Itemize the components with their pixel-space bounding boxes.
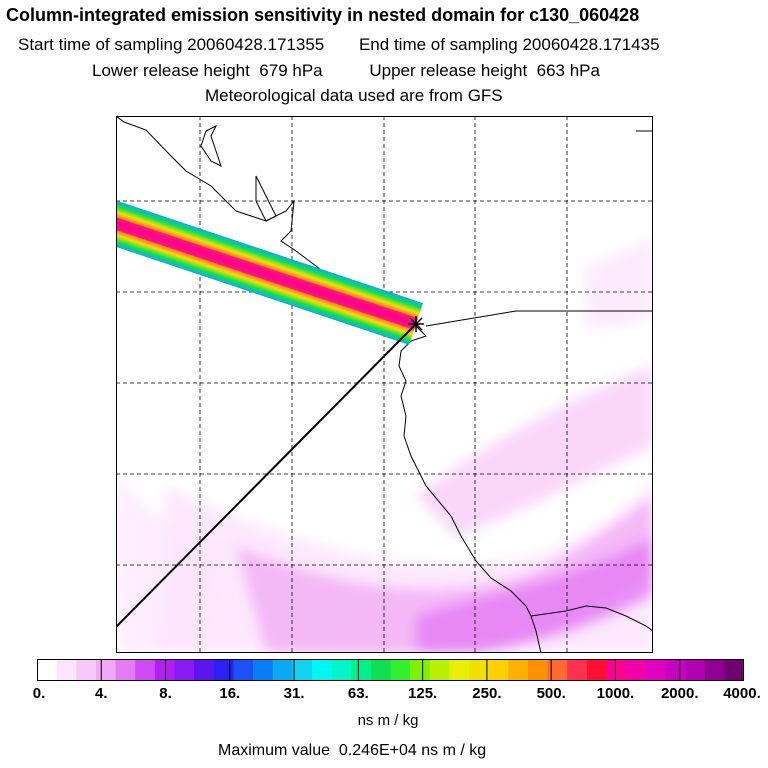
colorbar-swatch [704,659,725,681]
end-time-label: End time of sampling [358,35,518,54]
colorbar-swatch [331,659,352,681]
colorbar-tick-label: 500. [536,685,566,702]
colorbar-swatch [37,659,58,681]
colorbar-swatch [135,659,156,681]
colorbar-swatch [665,659,686,681]
colorbar-swatch [253,659,274,681]
colorbar-tick-label: 250. [472,685,502,702]
colorbar-swatch [410,659,431,681]
colorbar-tick-label: 2000. [660,685,699,702]
colorbar-swatch [115,659,136,681]
colorbar-swatch [508,659,529,681]
colorbar-swatch [724,659,744,681]
maximum-value: 0.246E+04 [338,742,417,759]
flight-track [116,323,417,628]
colorbar-swatch [95,659,117,681]
colorbar-frame [37,659,744,681]
colorbar-units: ns m / kg [357,712,419,729]
colorbar-swatch [429,659,450,681]
colorbar-swatch [56,659,77,681]
maximum-value-label: Maximum value [218,742,331,759]
colorbar-swatch [626,659,647,681]
colorbar-swatch [527,659,549,681]
colorbar-swatch [351,659,372,681]
colorbar-swatch [311,659,333,681]
sensitivity-map [116,116,653,653]
colorbar-swatch [685,659,706,681]
lower-height-value: 679 hPa [259,61,323,80]
sampling-times: Start time of sampling 20060428.171355 E… [18,35,660,55]
maximum-value-units: ns m / kg [421,742,487,759]
release-point-marker [408,316,424,332]
colorbar-tick-label: 4000. [723,685,761,702]
colorbar-swatch [154,659,175,681]
colorbar-tick-label: 0. [32,685,46,702]
upper-height-value: 663 hPa [536,61,600,80]
colorbar-swatch [488,659,509,681]
map-title: Column-integrated emission sensitivity i… [6,5,640,25]
colorbar-swatch [194,659,215,681]
start-time-value: 20060428.171355 [187,35,325,54]
colorbar-swatch [292,659,313,681]
end-time-value: 20060428.171435 [522,35,660,54]
colorbar-tick-label: 4. [95,685,108,702]
colorbar-swatch [449,659,470,681]
upper-height-label: Upper release height [369,61,528,80]
maximum-value-line: Maximum value 0.246E+04 ns m / kg [218,742,486,760]
map-frame [116,116,653,653]
colorbar-swatch [370,659,391,681]
colorbar-tick-label: 8. [159,685,172,702]
colorbar-swatch [586,659,608,681]
colorbar-swatch [233,659,254,681]
colorbar-swatch [645,659,666,681]
colorbar-swatch [547,659,568,681]
lower-height-label: Lower release height [92,61,250,80]
colorbar-tick-label: 125. [408,685,438,702]
release-heights: Lower release height 679 hPa Upper relea… [92,61,600,81]
colorbar-tick-label: 31. [283,685,305,702]
colorbar-swatch [213,659,234,681]
colorbar-swatch [469,659,490,681]
met-data-note: Meteorological data used are from GFS [205,86,503,105]
colorbar-swatch [272,659,293,681]
colorbar-tick-label: 63. [347,685,369,702]
colorbar-tick-label: 1000. [596,685,635,702]
colorbar-swatch [76,659,97,681]
colorbar-swatch [174,659,195,681]
colorbar-swatch [606,659,627,681]
colorbar [37,659,744,681]
start-time-label: Start time of sampling [18,35,183,54]
colorbar-swatch [567,659,588,681]
colorbar-swatch [390,659,411,681]
colorbar-tick-label: 16. [219,685,241,702]
